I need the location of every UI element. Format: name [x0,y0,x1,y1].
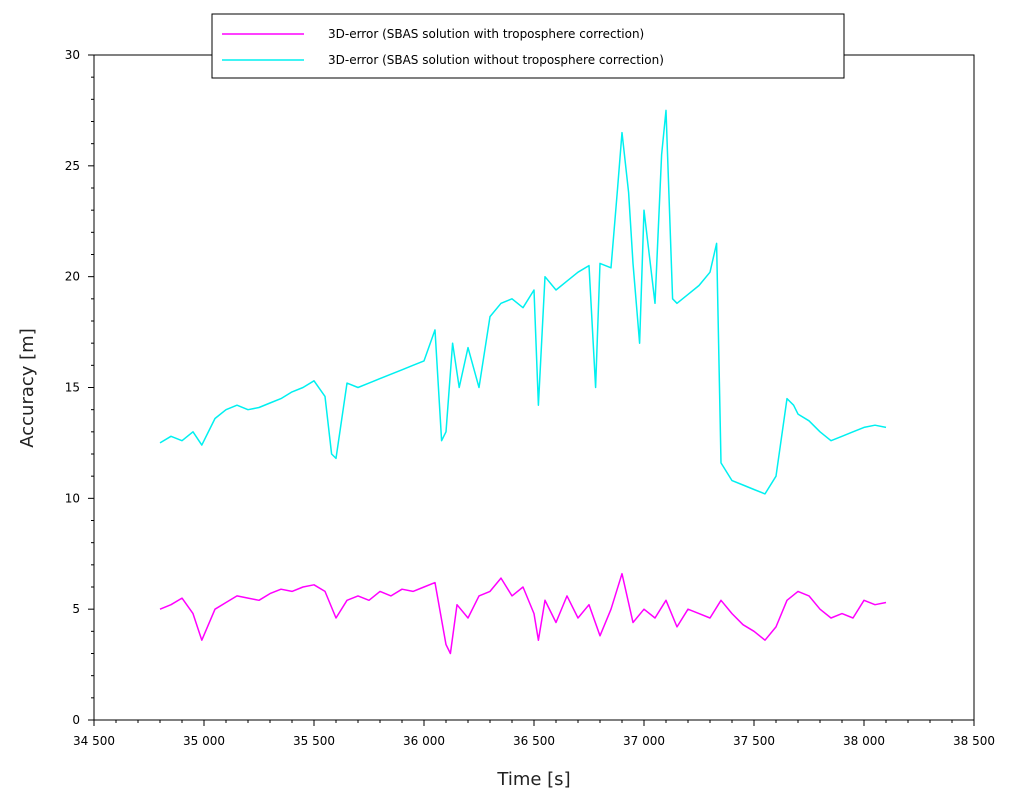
x-tick-label-7: 38 000 [843,734,885,748]
x-tick-label-8: 38 500 [953,734,995,748]
x-tick-label-6: 37 500 [733,734,775,748]
y-tick-label-0: 0 [72,713,80,727]
y-tick-label-5: 25 [65,159,80,173]
y-tick-label-6: 30 [65,48,80,62]
legend-label-with-correction: 3D-error (SBAS solution with troposphere… [328,27,644,41]
x-axis: 34 500 35 000 35 500 36 000 36 500 37 000 37 5… [73,720,995,748]
plot-area [93,54,975,721]
legend: 3D-error (SBAS solution with troposphere… [211,13,845,79]
y-tick-label-2: 10 [65,491,80,505]
x-tick-label-2: 35 500 [293,734,335,748]
y-axis-title: Accuracy [m] [17,328,38,447]
x-axis-title: Time [s] [496,769,570,790]
series-line-1 [159,109,887,495]
y-tick-label-4: 20 [65,270,80,284]
legend-label-without-correction: 3D-error (SBAS solution without troposph… [328,53,664,67]
series-line-0 [159,572,887,655]
y-axis: 0 5 10 15 20 25 30 [65,48,94,727]
x-tick-label-5: 37 000 [623,734,665,748]
y-tick-label-3: 15 [65,381,80,395]
y-tick-label-1: 5 [72,602,80,616]
x-tick-label-4: 36 500 [513,734,555,748]
legend-box [211,13,845,79]
x-tick-label-1: 35 000 [183,734,225,748]
x-tick-label-3: 36 000 [403,734,445,748]
x-tick-label-0: 34 500 [73,734,115,748]
series-layer [159,109,887,655]
